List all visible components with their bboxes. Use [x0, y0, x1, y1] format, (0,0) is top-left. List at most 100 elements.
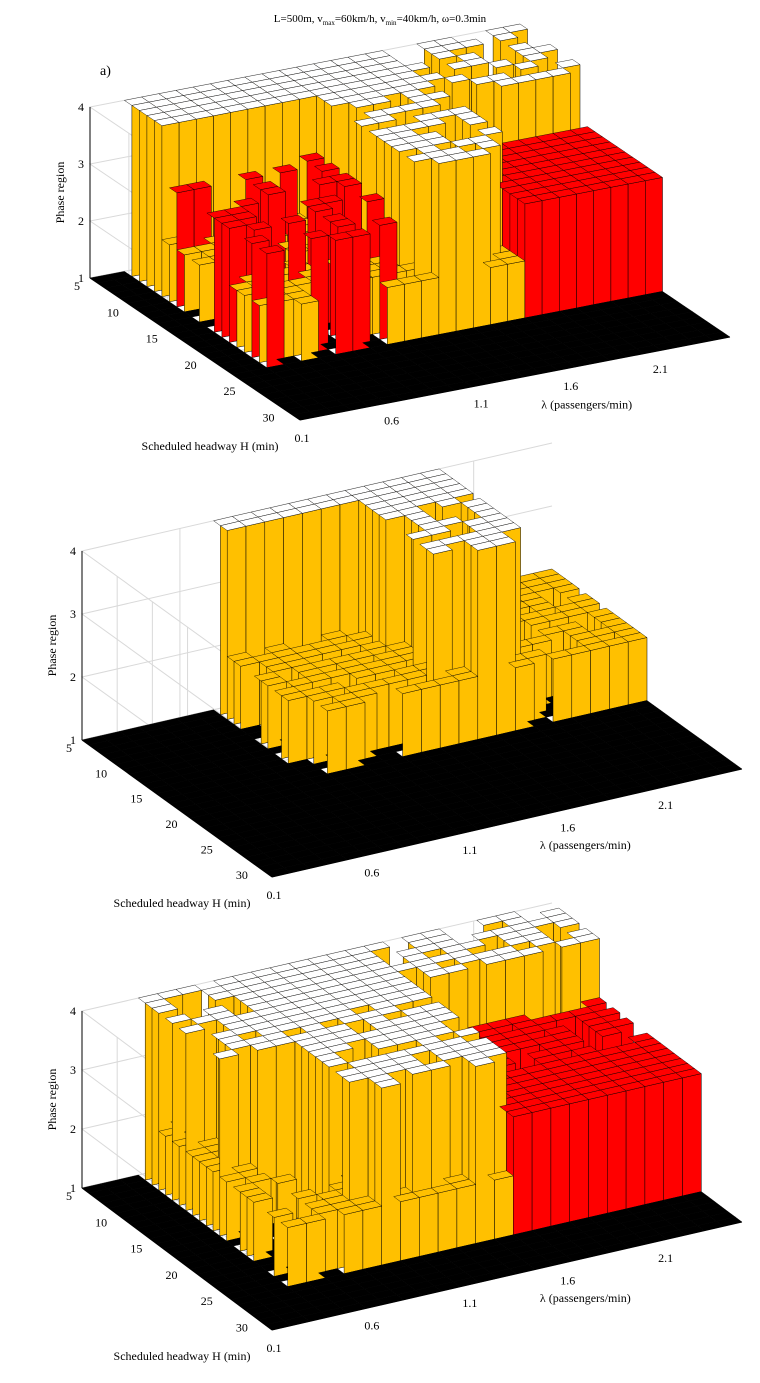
surface-cell-region-3 [336, 177, 363, 187]
surface-cell-region-3 [313, 162, 340, 172]
y-axis-label: Scheduled headway H (min) [114, 896, 251, 910]
surface-cell-region-4 [494, 522, 522, 533]
surface-cell-region-4 [489, 536, 516, 547]
surface-wall [610, 183, 629, 302]
surface-wall [590, 645, 610, 714]
surface-cell-region-2 [338, 697, 366, 707]
surface-cell-region-3 [637, 172, 664, 181]
x-tick-label: 1.1 [462, 1296, 477, 1310]
surface-wall [421, 684, 441, 753]
surface-wall [404, 280, 422, 342]
surface-cell-region-2 [287, 276, 314, 286]
x-tick-label: 0.1 [295, 431, 310, 445]
surface-cell-region-4 [480, 1047, 507, 1058]
x-axis-label: λ (passengers/min) [540, 838, 631, 852]
surface-cell-region-2 [346, 630, 373, 641]
surface-cell-region-2 [318, 682, 346, 693]
x-tick-label: 1.1 [462, 843, 477, 857]
x-tick-label: 2.1 [658, 798, 673, 812]
surface-cell-region-4 [375, 1005, 402, 1016]
surface-cell-region-2 [270, 1173, 298, 1184]
surface-wall [682, 1073, 702, 1197]
x-tick-label: 0.6 [384, 414, 399, 428]
surface-cell-region-4 [419, 72, 446, 82]
surface-wall [458, 676, 479, 745]
surface-cell-region-4 [488, 59, 514, 68]
surface-wall [437, 1188, 458, 1253]
z-axis-label: Phase region [45, 615, 59, 677]
surface-wall [421, 277, 440, 339]
surface-wall [552, 654, 573, 723]
surface-wall [513, 1112, 533, 1236]
surface-cell-region-4 [444, 74, 470, 83]
surface-cell-region-4 [465, 148, 492, 158]
surface-cell-region-4 [424, 1060, 451, 1071]
surface-cell-region-2 [413, 272, 440, 282]
surface-cell-region-2 [350, 687, 378, 698]
surface-cell-region-3 [329, 218, 356, 228]
surface-wall [550, 1103, 570, 1227]
surface-wall [362, 1205, 382, 1270]
surface-cell-region-3 [221, 219, 248, 229]
surface-wall [663, 1077, 683, 1201]
surface-wall [475, 1061, 495, 1244]
x-tick-label: 1.6 [560, 821, 575, 835]
surface-cell-region-2 [219, 1172, 246, 1183]
y-tick-label: 20 [166, 817, 178, 831]
surface-cell-region-4 [545, 67, 571, 77]
surface-wall [576, 190, 594, 309]
figure-title: L=500m, vmax=60km/h, vmin=40km/h, ω=0.3m… [274, 13, 487, 27]
phase-surface [81, 468, 743, 878]
surface-wall [507, 260, 526, 322]
surface-cell-region-2 [400, 670, 428, 680]
surface-cell-region-3 [580, 997, 607, 1008]
surface-wall [569, 1099, 589, 1223]
y-tick-label: 30 [262, 410, 274, 424]
x-tick-label: 1.6 [560, 1274, 575, 1288]
surface-cell-region-2 [260, 676, 288, 687]
surface-cell-region-4 [405, 991, 433, 1002]
surface-cell-region-2 [347, 649, 375, 660]
z-tick-label: 2 [70, 1122, 76, 1136]
surface-wall [588, 1094, 608, 1218]
z-tick-label: 2 [78, 214, 84, 228]
surface-cell-region-3 [358, 193, 385, 203]
phase-surface [89, 23, 731, 421]
surface-cell-region-4 [404, 62, 431, 72]
z-tick-label: 3 [70, 1063, 76, 1077]
surface-wall [541, 196, 560, 315]
surface-panel-b: 0.1 0.6 1.1 1.6 2.1 5 10 15 20 25 30 1 2 3 4 λ (passeng… [45, 442, 743, 910]
axes [81, 551, 743, 878]
y-tick-label: 10 [95, 766, 107, 780]
y-axis-label: Scheduled headway H (min) [142, 439, 279, 453]
surface-cell-region-4 [436, 516, 464, 527]
surface-wall [352, 233, 371, 352]
x-tick-label: 0.6 [364, 866, 379, 880]
z-tick-label: 1 [70, 733, 76, 747]
surface-wall [400, 1197, 420, 1262]
x-tick-label: 1.6 [563, 379, 578, 393]
y-tick-label: 5 [66, 741, 72, 755]
z-tick-label: 4 [70, 544, 76, 558]
surface-cell-region-3 [317, 194, 343, 204]
y-tick-label: 15 [130, 792, 142, 806]
x-tick-label: 1.1 [474, 396, 489, 410]
surface-cell-region-2 [449, 1179, 477, 1189]
surface-wall [625, 1086, 646, 1210]
surface-cell-region-4 [326, 1042, 354, 1053]
surface-cell-region-4 [529, 936, 556, 947]
surface-cell-region-4 [532, 44, 559, 53]
surface-cell-region-4 [427, 1026, 455, 1037]
x-tick-label: 2.1 [658, 1251, 673, 1265]
surface-cell-region-3 [557, 1035, 585, 1046]
surface-cell-region-2 [293, 295, 320, 305]
surface-cell-region-4 [512, 60, 539, 70]
surface-cell-region-2 [246, 1192, 274, 1203]
surface-cell-region-4 [178, 1023, 206, 1034]
surface-cell-region-2 [561, 607, 588, 618]
surface-cell-region-3 [593, 1007, 621, 1018]
surface-cell-region-4 [420, 117, 447, 127]
y-tick-label: 30 [236, 868, 248, 882]
surface-wall [287, 695, 308, 764]
